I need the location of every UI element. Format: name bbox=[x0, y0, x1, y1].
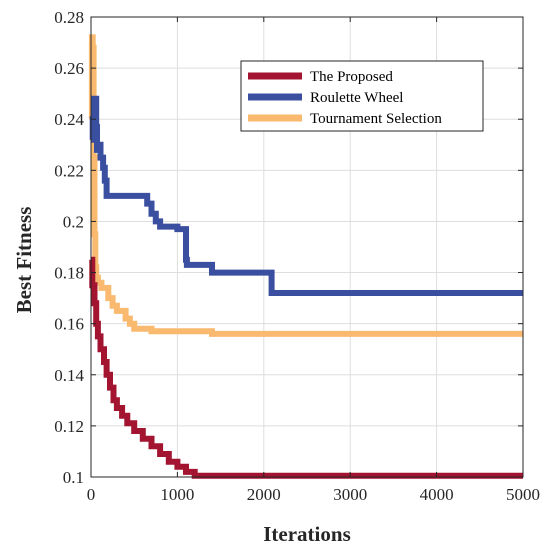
x-tick-label: 0 bbox=[87, 485, 96, 504]
y-axis-title: Best Fitness bbox=[12, 207, 36, 314]
y-tick-labels: 0.1 0.12 0.14 0.16 0.18 0.2 0.22 0.24 0.26 0.28 bbox=[54, 8, 84, 487]
y-tick-label: 0.2 bbox=[63, 212, 84, 231]
y-tick-label: 0.24 bbox=[54, 110, 84, 129]
y-tick-label: 0.26 bbox=[54, 59, 84, 78]
x-tick-label: 2000 bbox=[247, 485, 281, 504]
legend-label-roulette-wheel: Roulette Wheel bbox=[310, 90, 403, 106]
x-tick-label: 1000 bbox=[160, 485, 194, 504]
legend-label-tournament-selection: Tournament Selection bbox=[310, 111, 442, 127]
legend: The Proposed Roulette Wheel Tournament Sel… bbox=[240, 60, 484, 132]
y-tick-label: 0.18 bbox=[54, 264, 84, 283]
x-tick-label: 5000 bbox=[506, 485, 540, 504]
y-tick-label: 0.12 bbox=[54, 417, 84, 436]
y-tick-label: 0.28 bbox=[54, 8, 84, 27]
series-line-the-proposed bbox=[89, 256, 523, 479]
y-tick-label: 0.22 bbox=[54, 161, 84, 180]
x-tick-labels: 0 1000 2000 3000 4000 5000 bbox=[87, 485, 540, 504]
series-line-tournament-selection bbox=[88, 34, 523, 337]
plot-frame bbox=[90, 16, 524, 478]
x-tick-label: 4000 bbox=[420, 485, 454, 504]
axis-ticks bbox=[90, 16, 524, 478]
x-axis-title: Iterations bbox=[263, 522, 351, 546]
y-tick-label: 0.1 bbox=[63, 468, 84, 487]
x-tick-label: 3000 bbox=[333, 485, 367, 504]
series-line-roulette-wheel bbox=[89, 95, 523, 296]
legend-label-the-proposed: The Proposed bbox=[310, 69, 393, 85]
y-tick-label: 0.14 bbox=[54, 366, 84, 385]
y-tick-label: 0.16 bbox=[54, 315, 84, 334]
series-lines bbox=[88, 34, 523, 479]
